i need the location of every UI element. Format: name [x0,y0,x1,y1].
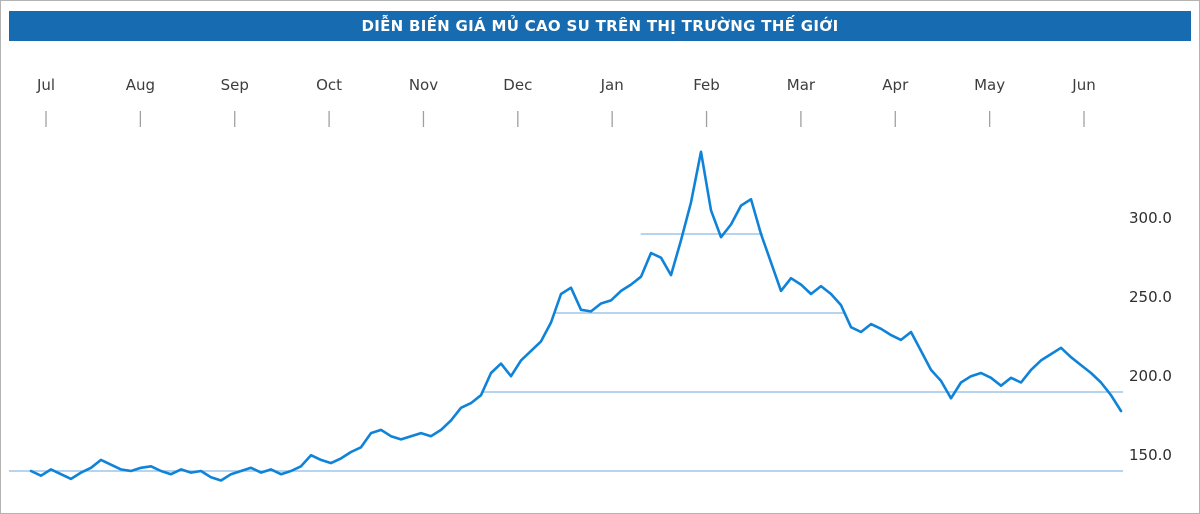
month-label-apr: Apr [882,76,909,94]
month-label-may: May [974,76,1006,94]
month-label-nov: Nov [408,76,439,94]
price-line-series [29,150,1123,482]
month-label-jul: Jul [36,76,56,94]
month-label-oct: Oct [316,76,343,94]
chart-title: DIỄN BIẾN GIÁ MỦ CAO SU TRÊN THỊ TRƯỜNG … [361,17,839,35]
month-label-aug: Aug [125,76,155,94]
month-label-jan: Jan [600,76,624,94]
month-label-jun: Jun [1072,76,1096,94]
y-axis-label-250: 250.0 [1129,288,1172,306]
y-axis-label-200: 200.0 [1129,367,1172,385]
y-axis-label-300: 300.0 [1129,209,1172,227]
y-axis-label-150: 150.0 [1129,446,1172,464]
chart-title-bar: DIỄN BIẾN GIÁ MỦ CAO SU TRÊN THỊ TRƯỜNG … [9,11,1191,41]
month-label-feb: Feb [693,76,720,94]
month-label-mar: Mar [786,76,816,94]
month-label-sep: Sep [220,76,249,94]
month-label-dec: Dec [503,76,533,94]
